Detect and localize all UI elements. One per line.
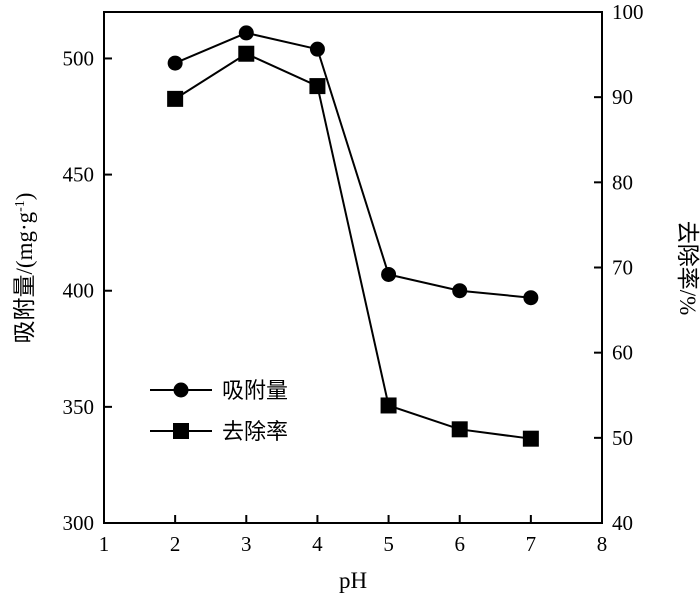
series-line-1: [174, 52, 531, 440]
right-y-tick-label: 70: [612, 256, 633, 280]
data-point-square: [522, 430, 539, 447]
data-point-circle: [452, 283, 468, 299]
x-axis-title: pH: [339, 568, 367, 593]
right-y-tick-label: 40: [612, 511, 633, 535]
right-y-axis-title: 去除率/%: [675, 221, 700, 316]
x-tick-label: 2: [170, 532, 181, 556]
data-point-circle: [523, 290, 539, 306]
data-point-circle: [381, 266, 397, 282]
left-y-axis-title-end: ): [12, 193, 37, 201]
data-point-square: [238, 45, 255, 62]
data-point-square: [167, 90, 184, 107]
x-axis-ticks: 1 2 3 4 5 6 7 8: [99, 515, 608, 556]
x-tick-label: 5: [383, 532, 394, 556]
right-y-tick-label: 100: [612, 0, 644, 24]
x-tick-label: 6: [454, 532, 465, 556]
left-y-tick-label: 500: [63, 46, 95, 70]
legend-marker-adsorption: [173, 382, 189, 398]
data-point-square: [380, 397, 397, 414]
x-tick-label: 1: [99, 532, 110, 556]
series-line-0: [174, 31, 531, 299]
left-y-axis-title-sup: -1: [13, 200, 28, 212]
left-y-tick-label: 450: [63, 163, 95, 187]
right-y-tick-label: 60: [612, 341, 633, 365]
right-y-axis-ticks: 40 50 60 70 80 90 100: [594, 0, 644, 535]
right-y-tick-label: 80: [612, 170, 633, 194]
data-point-square: [309, 78, 326, 95]
left-y-axis-title: 吸附量/(mg·g-1): [12, 193, 37, 344]
left-y-axis-ticks: 300 350 400 450 500: [63, 46, 112, 535]
legend-label-removal: 去除率: [222, 420, 288, 445]
x-tick-label: 3: [241, 532, 252, 556]
left-y-axis-title-main: 吸附量/(mg·g: [12, 211, 37, 343]
x-tick-label: 8: [597, 532, 608, 556]
legend: 吸附量 去除率: [150, 379, 288, 445]
x-tick-label: 4: [312, 532, 323, 556]
left-y-tick-label: 350: [63, 395, 95, 419]
data-point-square: [451, 421, 468, 438]
right-y-tick-label: 90: [612, 85, 633, 109]
data-point-circle: [309, 41, 325, 57]
left-y-tick-label: 400: [63, 279, 95, 303]
data-point-circle: [167, 55, 183, 71]
legend-marker-removal: [173, 423, 189, 439]
legend-label-adsorption: 吸附量: [222, 379, 288, 404]
right-y-tick-label: 50: [612, 426, 633, 450]
series-layer: [167, 25, 539, 447]
data-point-circle: [238, 25, 254, 41]
left-y-tick-label: 300: [63, 511, 95, 535]
x-tick-label: 7: [526, 532, 537, 556]
